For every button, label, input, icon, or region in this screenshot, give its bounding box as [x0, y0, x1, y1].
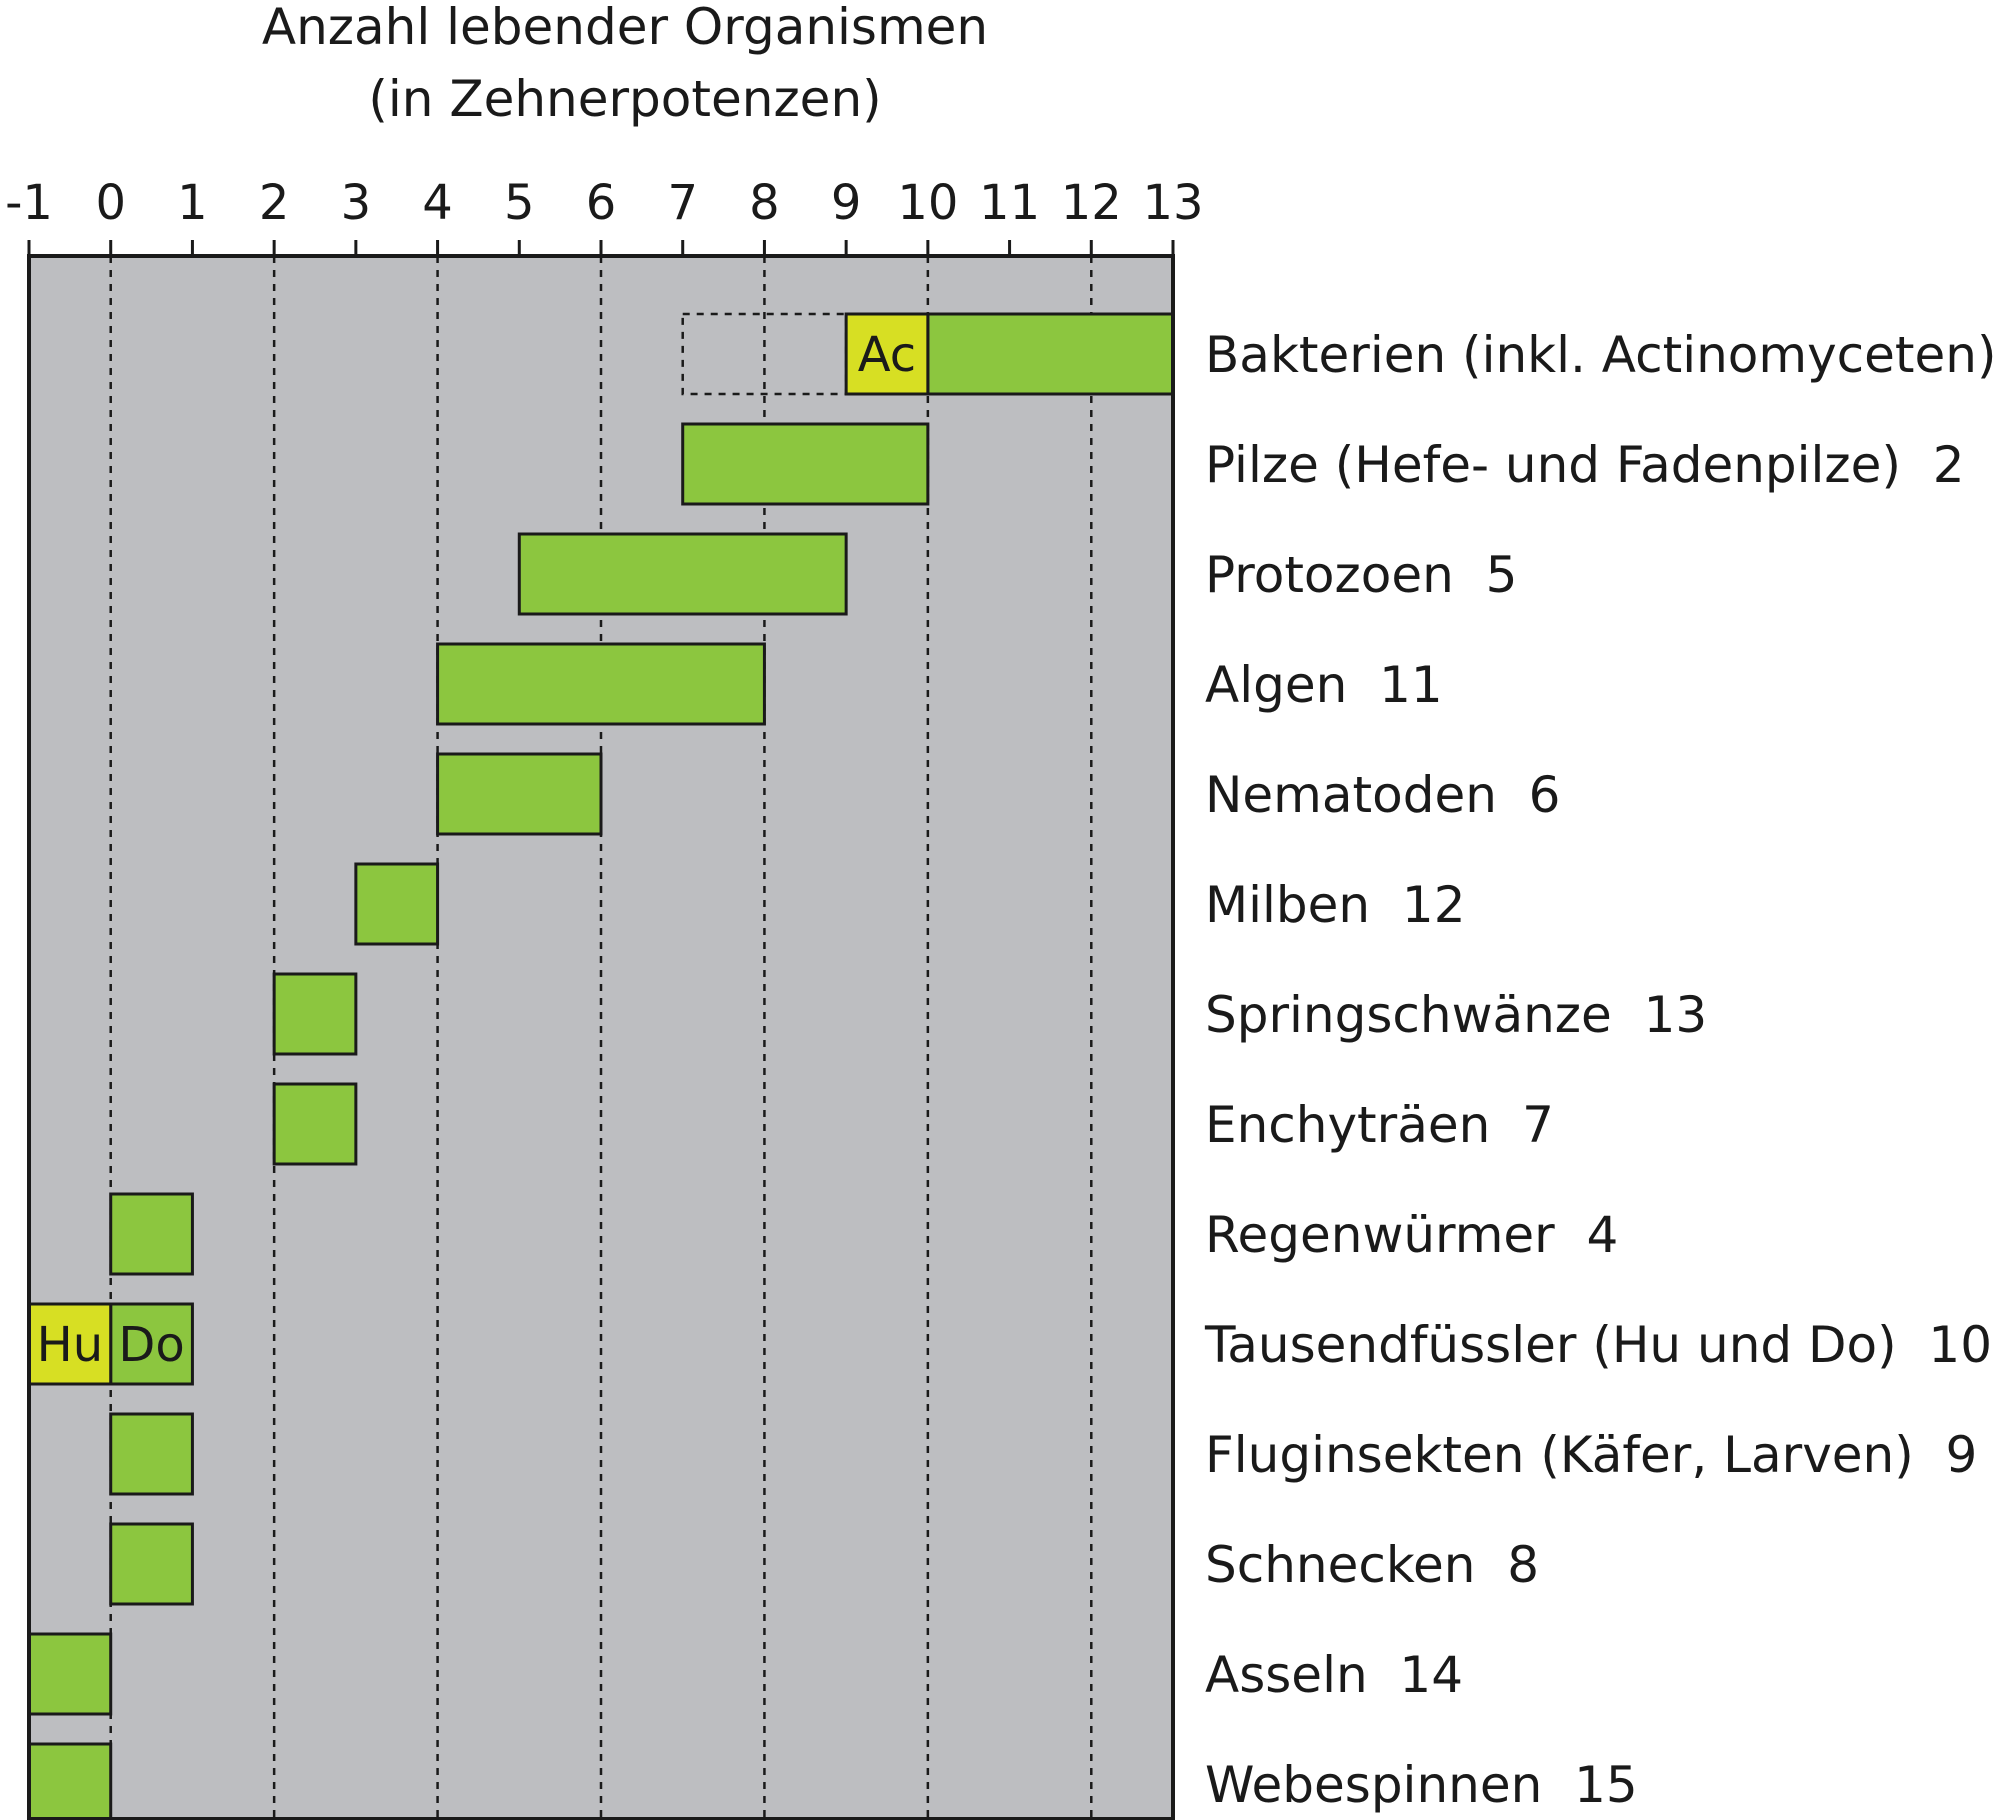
x-tick-label: 5: [504, 175, 535, 231]
row-label: Fluginsekten (Käfer, Larven) 9: [1205, 1426, 1977, 1484]
row-label: Milben 12: [1205, 876, 1466, 934]
row-label: Tausendfüssler (Hu und Do) 10: [1204, 1316, 1992, 1374]
bar: [354, 862, 440, 946]
x-tick-label: -1: [5, 175, 53, 231]
row-label: Springschwänze 13: [1205, 986, 1707, 1044]
x-tick-label: 13: [1142, 175, 1203, 231]
bar: [109, 1412, 194, 1496]
x-axis: -1 0 1 2 3 4 5 6 7 8 9 10 11 12 13: [5, 175, 1204, 256]
dashed-ranges: [681, 312, 848, 396]
row-labels: Bakterien (inkl. Actinomyceten) 3 Pilze (…: [1204, 326, 2014, 1814]
x-tick-label: 4: [422, 175, 453, 231]
row-label: Enchyträen 7: [1205, 1096, 1554, 1154]
x-tick-label: 3: [341, 175, 372, 231]
plot-area: [29, 256, 1173, 1819]
dashed-range: [681, 312, 848, 396]
bar: [109, 1302, 194, 1386]
bar-label: Do: [118, 1317, 184, 1373]
bar: [272, 1082, 358, 1166]
x-tick-label: 10: [897, 175, 958, 231]
x-tick-label: 6: [586, 175, 617, 231]
row-label: Asseln 14: [1205, 1646, 1463, 1704]
x-tick-label: 11: [979, 175, 1040, 231]
bar: [436, 752, 603, 836]
row-label: Regenwürmer 4: [1205, 1206, 1618, 1264]
chart-title-line-2: (in Zehnerpotenzen): [368, 70, 881, 128]
bar: [436, 642, 766, 726]
plot-frame: [27, 254, 1175, 1820]
x-tick-label: 0: [95, 175, 126, 231]
x-tick-label: 9: [831, 175, 862, 231]
bar: [109, 1522, 194, 1606]
row-label: Nematoden 6: [1205, 766, 1561, 824]
x-tick-label: 2: [259, 175, 290, 231]
bar: [517, 532, 848, 616]
x-tick-label: 8: [749, 175, 780, 231]
x-tick-label: 7: [667, 175, 698, 231]
segment-label: Ac: [858, 327, 916, 383]
x-tick-label: 1: [177, 175, 208, 231]
bar: [681, 422, 930, 506]
chart-title-line-1: Anzahl lebender Organismen: [262, 0, 988, 56]
row-label: Algen 11: [1205, 656, 1443, 714]
segment-label: Hu: [37, 1317, 104, 1373]
x-tick-label: 12: [1061, 175, 1122, 231]
row-label: Webespinnen 15: [1205, 1756, 1638, 1814]
row-label: Bakterien (inkl. Actinomyceten) 3: [1205, 326, 2014, 384]
bar: [109, 1192, 194, 1276]
bar: [27, 1742, 113, 1820]
row-label: Schnecken 8: [1205, 1536, 1539, 1594]
highlight-segment: [844, 312, 930, 396]
bar: [272, 972, 358, 1056]
bar: [926, 312, 1175, 396]
row-label: Protozoen 5: [1205, 546, 1517, 604]
bar: [27, 1632, 113, 1716]
row-label: Pilze (Hefe- und Fadenpilze) 2: [1205, 436, 1965, 494]
